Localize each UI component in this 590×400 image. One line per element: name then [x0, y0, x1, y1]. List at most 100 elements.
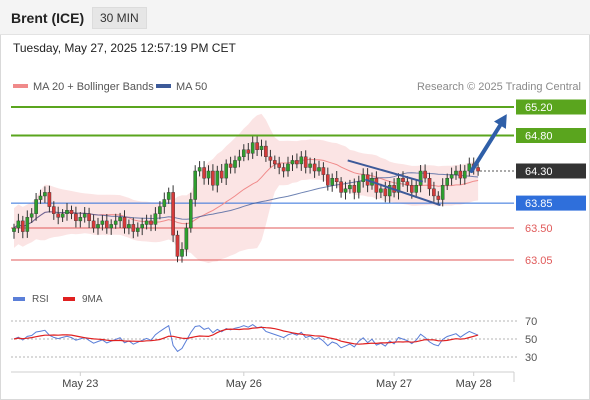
candle-body-27: [131, 224, 136, 232]
datetime-label: Tuesday, May 27, 2025 12:57:19 PM CET: [13, 41, 236, 55]
candle-body-4: [29, 213, 34, 218]
candle-body-72: [330, 177, 335, 186]
candle-body-22: [109, 224, 113, 229]
candle-body-2: [21, 220, 25, 232]
candle-body-3: [25, 217, 30, 232]
candle-body-29: [140, 224, 145, 229]
candle-body-55: [255, 142, 259, 150]
candle-body-20: [100, 220, 105, 225]
candle-body-7: [43, 192, 47, 197]
candle-body-44: [206, 170, 211, 179]
candle-body-39: [184, 227, 189, 250]
candle-body-45: [211, 170, 215, 186]
candle-body-19: [96, 224, 100, 229]
rsi-tick-1: 50: [525, 334, 537, 346]
candle-body-75: [343, 188, 348, 193]
candle-body-73: [334, 177, 339, 182]
candle-body-16: [82, 213, 87, 218]
legend-9ma-swatch: [63, 297, 75, 301]
candle-body-0: [12, 227, 16, 232]
candle-body-97: [440, 185, 445, 200]
candle-body-53: [246, 149, 251, 154]
candle-body-93: [423, 170, 427, 179]
candle-body-24: [118, 217, 122, 222]
candle-body-32: [153, 213, 158, 225]
candle-body-76: [348, 185, 352, 190]
candle-body-101: [458, 170, 463, 179]
level-labels: 65.20 64.80 64.30 63.85 63.50 63.05: [516, 99, 586, 267]
candle-body-68: [312, 163, 317, 172]
candle-body-69: [317, 167, 321, 172]
legend-9ma-label: 9MA: [82, 294, 103, 305]
level-label-1: 64.80: [525, 131, 553, 143]
level-label-3: 63.85: [525, 198, 553, 210]
candle-body-102: [463, 170, 467, 179]
forecast-arrow-head: [494, 114, 507, 129]
level-label-0: 65.20: [525, 102, 553, 114]
candle-body-70: [321, 167, 326, 175]
candle-body-36: [171, 192, 175, 236]
forecast-arrow: [469, 114, 507, 173]
candle-body-50: [233, 160, 237, 168]
candle-body-96: [436, 195, 441, 200]
candle-body-61: [281, 167, 286, 172]
candle-body-90: [410, 185, 414, 193]
candle-body-12: [65, 209, 69, 214]
rsi-tick-0: 70: [525, 316, 537, 328]
candle-body-64: [295, 160, 299, 165]
x-tick-label-2: May 27: [376, 378, 412, 390]
candle-body-49: [228, 163, 233, 168]
candle-body-10: [56, 213, 60, 218]
candle-body-31: [149, 220, 153, 225]
candle-body-15: [78, 217, 83, 222]
candle-body-83: [379, 188, 383, 193]
candle-body-21: [104, 220, 109, 229]
candle-body-87: [396, 177, 401, 193]
instrument-title: Brent (ICE): [11, 10, 85, 26]
candle-body-51: [237, 156, 242, 161]
candle-body-17: [87, 213, 91, 221]
candle-body-78: [357, 181, 361, 193]
candle-body-67: [308, 163, 312, 168]
candle-body-23: [113, 220, 118, 225]
level-label-2: 64.30: [525, 166, 553, 178]
level-box-2: [516, 163, 586, 179]
level-box-3: [516, 195, 586, 211]
candle-body-100: [454, 170, 458, 175]
rsi-ma-line: [13, 326, 479, 345]
candle-body-40: [188, 199, 193, 229]
candle-body-56: [259, 145, 264, 150]
credit-text: Research © 2025 Trading Central: [417, 81, 581, 93]
candle-body-95: [432, 188, 436, 197]
candle-body-52: [241, 149, 246, 157]
candle-body-79: [361, 174, 366, 182]
level-label-5: 63.05: [525, 255, 553, 267]
candle-body-58: [268, 156, 273, 161]
candle-body-65: [299, 156, 304, 165]
candle-body-66: [303, 156, 308, 168]
candle-body-42: [197, 167, 202, 172]
candle-body-98: [445, 177, 450, 186]
candle-body-47: [219, 170, 224, 179]
x-tick-label-3: May 28: [456, 378, 492, 390]
candle-body-11: [60, 213, 65, 218]
candle-body-94: [427, 177, 432, 190]
candle-body-38: [180, 249, 184, 257]
level-box-1: [516, 128, 586, 143]
candle-body-103: [467, 163, 472, 172]
rsi-panel: 70 50 30: [11, 316, 537, 364]
candle-body-43: [202, 167, 206, 179]
candle-body-85: [387, 185, 392, 197]
timeframe-badge[interactable]: 30 MIN: [92, 7, 147, 29]
candle-body-89: [405, 181, 410, 186]
candle-body-71: [326, 174, 330, 186]
legend-ma50-swatch: [156, 84, 171, 88]
candle-body-82: [374, 177, 379, 193]
candle-body-25: [122, 217, 127, 229]
candle-body-74: [339, 181, 343, 193]
candle-body-57: [264, 145, 268, 158]
candle-body-59: [273, 160, 277, 165]
candle-body-6: [38, 195, 43, 200]
legend-rsi-swatch: [13, 297, 25, 301]
